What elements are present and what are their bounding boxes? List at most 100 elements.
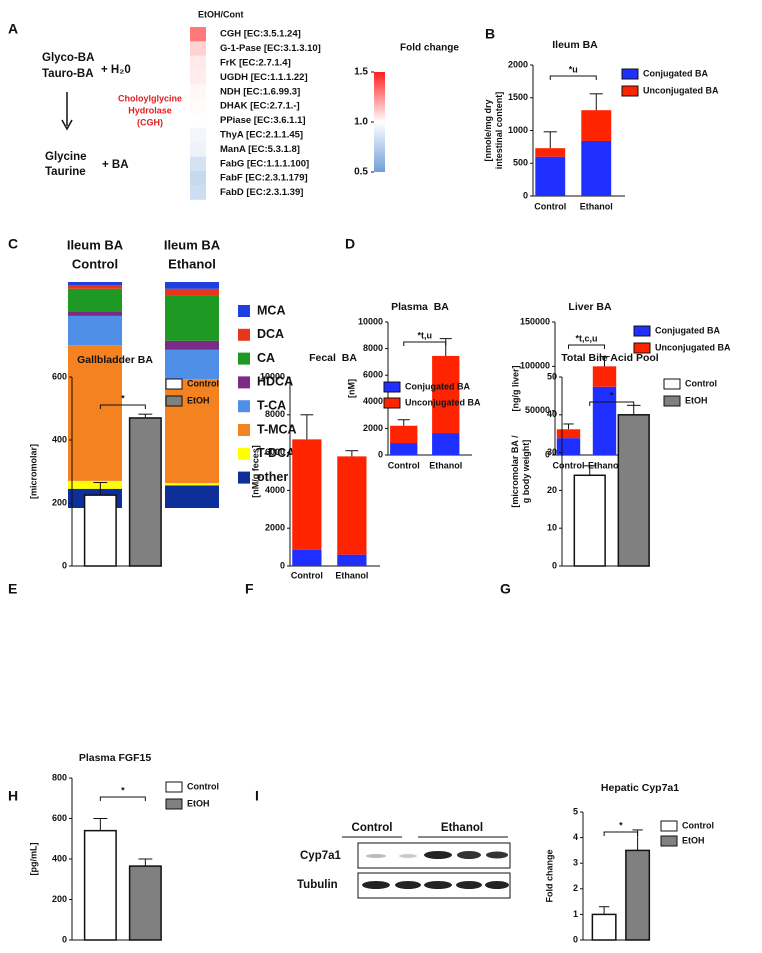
bar-segment [68, 282, 122, 286]
bar-segment [592, 366, 617, 387]
panel-label: D [345, 236, 355, 252]
y-tick-label: 200 [52, 497, 67, 507]
bar-segment [165, 340, 219, 350]
y-tick-label: 8000 [265, 409, 285, 419]
panel-label: E [8, 581, 17, 597]
chart-title: Total Bile Acid Pool [561, 352, 659, 364]
bar-segment [535, 148, 566, 157]
y-tick-label: 50 [547, 371, 557, 381]
legend-swatch [165, 378, 183, 390]
y-tick-label: 6000 [265, 447, 285, 457]
heatmap-cell [190, 99, 206, 114]
row-label: FabF [EC:2.3.1.179] [220, 173, 308, 184]
panel-label: F [245, 581, 254, 597]
blot-band [424, 881, 452, 889]
legend-swatch [238, 352, 250, 365]
x-tick-label: Ethanol [335, 570, 368, 580]
chart-title: Fecal BA [309, 352, 357, 364]
y-tick-label: 0 [552, 560, 557, 570]
y-tick-label: 2000 [265, 523, 285, 533]
category-title: Ileum BA [164, 237, 221, 252]
legend-swatch [633, 342, 651, 354]
y-tick-label: 100000 [520, 361, 550, 371]
y-tick-label: 30 [547, 447, 557, 457]
bar-segment [165, 295, 219, 341]
y-tick-label: 400 [52, 434, 67, 444]
y-axis-label: [ng/g liver] [510, 365, 520, 411]
y-tick-label: 600 [52, 371, 67, 381]
significance-bracket [568, 344, 605, 349]
chart-title: Ileum BA [552, 39, 598, 51]
y-tick-label: 0 [545, 449, 550, 459]
significance-label: * [121, 785, 125, 795]
chart-title: Hepatic Cyp7a1 [601, 782, 679, 794]
bar-segment [337, 456, 367, 555]
panel-label: B [485, 26, 495, 42]
legend-label: Conjugated BA [643, 68, 708, 78]
legend-swatch [238, 447, 250, 460]
y-tick-label: 400 [52, 853, 67, 863]
bar-segment [292, 549, 322, 566]
significance-bracket [589, 401, 635, 406]
colorbar-tick-label: 1.5 [354, 67, 368, 78]
legend-label: Control [187, 781, 219, 791]
legend-label: DCA [257, 327, 284, 341]
colorbar-tick-label: 1.0 [354, 117, 368, 128]
legend-label: Unconjugated BA [405, 397, 481, 407]
bar [128, 417, 162, 567]
bar-segment [556, 438, 581, 455]
row-label: CGH [EC:3.5.1.24] [220, 29, 301, 40]
legend-swatch [165, 395, 183, 407]
legend-label: T-MCA [257, 422, 297, 436]
bar-segment [592, 386, 617, 455]
y-tick-label: 2000 [508, 59, 528, 69]
legend-swatch [238, 400, 250, 413]
significance-label: *t,u [418, 330, 433, 340]
significance-label: * [619, 820, 623, 830]
row-label: UGDH [EC:1.1.1.22] [220, 72, 308, 83]
significance-bracket [603, 831, 639, 836]
y-tick-label: 4000 [265, 485, 285, 495]
legend-swatch [165, 798, 183, 810]
colorbar [374, 72, 385, 172]
product: Taurine [45, 166, 86, 178]
x-tick-label: Ethanol [588, 460, 621, 470]
significance-label: *u [569, 64, 578, 74]
legend-label: HDCA [257, 375, 293, 389]
y-axis-label: [micromolar BA / [510, 435, 520, 508]
legend-label: CA [257, 351, 275, 365]
heatmap-cell [190, 142, 206, 157]
row-label: FabD [EC:2.3.1.39] [220, 187, 303, 198]
x-tick-label: Control [534, 201, 566, 211]
y-tick-label: 0 [573, 934, 578, 944]
significance-bracket [99, 404, 146, 409]
x-tick-label: Control [388, 460, 420, 470]
bar-segment [390, 425, 418, 444]
legend-label: Conjugated BA [405, 381, 470, 391]
legend-swatch [238, 305, 250, 317]
bar [625, 849, 651, 941]
blot-band [395, 881, 421, 889]
legend-swatch [660, 820, 678, 832]
product: Glycine [45, 151, 87, 163]
legend-label: EtOH [187, 395, 210, 405]
category-title: Control [72, 256, 118, 271]
panel-label: G [500, 581, 511, 597]
row-label: FrK [EC:2.7.1.4] [220, 58, 291, 69]
category-title: Ethanol [168, 256, 216, 271]
legend-label: EtOH [187, 798, 210, 808]
legend-label: Control [685, 378, 717, 388]
legend-swatch [238, 471, 250, 484]
y-tick-label: 0 [523, 190, 528, 200]
y-tick-label: 10 [547, 523, 557, 533]
y-tick-label: 4 [573, 832, 578, 842]
blot-band [424, 851, 452, 859]
bar-segment [68, 285, 122, 289]
y-tick-label: 200 [52, 894, 67, 904]
bar-segment [165, 288, 219, 296]
heatmap-cell [190, 27, 206, 42]
bar-segment [535, 156, 566, 196]
y-tick-label: 50000 [525, 405, 550, 415]
y-tick-label: 600 [52, 813, 67, 823]
substrate: Glyco-BA [42, 52, 94, 64]
